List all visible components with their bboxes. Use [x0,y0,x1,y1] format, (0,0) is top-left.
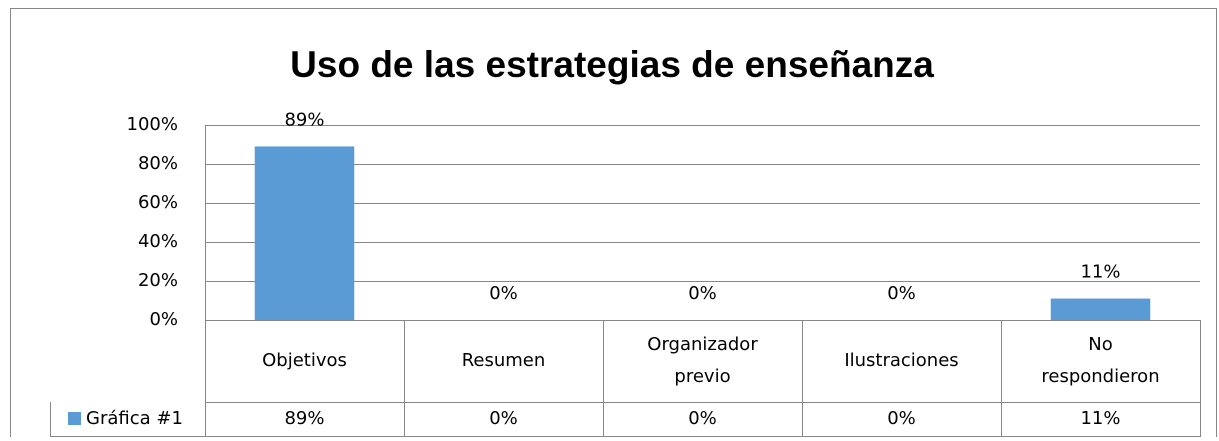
y-tick-label: 20% [138,270,178,291]
table-value: 0% [688,408,717,429]
x-tick-label: Objetivos [262,350,347,371]
data-label: 89% [284,109,324,130]
table-value: 0% [887,408,916,429]
x-tick-label: Ilustraciones [844,350,958,371]
data-label: 0% [688,283,717,304]
table-value: 11% [1080,408,1120,429]
bar [254,146,355,320]
bar [1050,298,1151,320]
chart-title: Uso de las estrategias de enseñanza [290,44,934,85]
y-tick-label: 60% [138,192,178,213]
y-tick-label: 40% [138,231,178,252]
data-label: 0% [489,283,518,304]
y-tick-label: 0% [149,309,178,330]
y-tick-label: 100% [127,114,178,135]
data-label: 0% [887,283,916,304]
table-value: 0% [489,408,518,429]
x-tick-label: Resumen [462,350,546,371]
x-tick-label: Organizador previo [647,334,758,387]
y-tick-label: 80% [138,153,178,174]
legend-label: Gráfica #1 [86,408,183,429]
legend-key [68,412,81,425]
x-tick-label: No respondieron [1041,334,1159,387]
chart-border [10,8,1217,441]
table-value: 89% [284,408,324,429]
data-label: 11% [1080,262,1120,283]
